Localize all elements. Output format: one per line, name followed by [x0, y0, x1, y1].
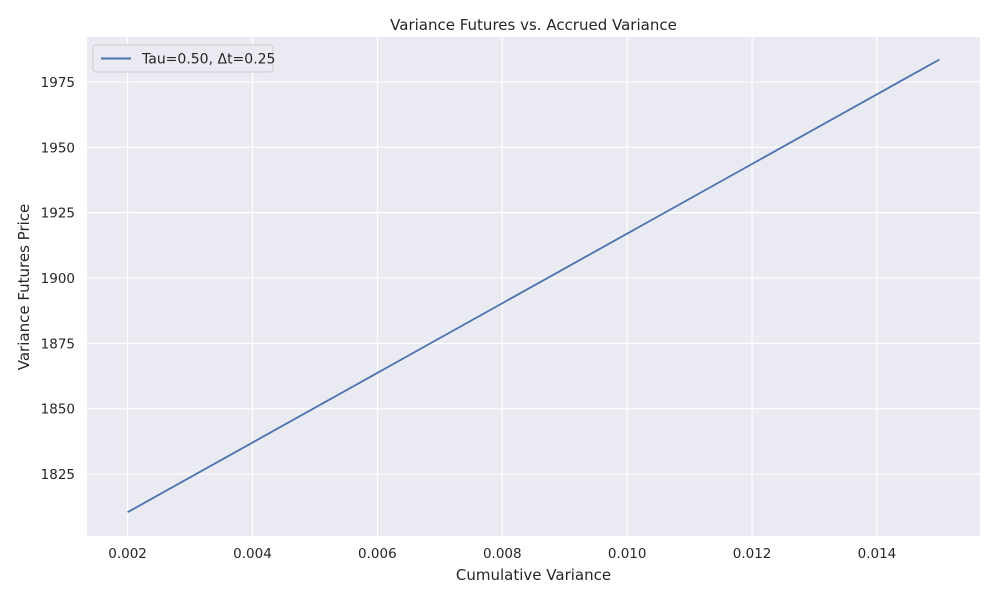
y-tick-label: 1825: [41, 467, 75, 483]
y-tick-label: 1950: [41, 140, 75, 156]
x-tick-label: 0.014: [858, 546, 897, 562]
x-tick-labels: 0.002 0.004 0.006 0.008 0.010 0.012 0.014: [108, 546, 896, 562]
x-tick-label: 0.008: [483, 546, 522, 562]
y-tick-label: 1900: [41, 271, 75, 287]
legend-label: Tau=0.50, Δt=0.25: [141, 52, 275, 68]
grid-lines: [87, 37, 980, 536]
legend-box: [92, 44, 274, 73]
x-tick-label: 0.010: [608, 546, 647, 562]
x-tick-label: 0.012: [733, 546, 772, 562]
series-line: [127, 58, 940, 513]
x-tick-label: 0.002: [108, 546, 147, 562]
x-tick-label: 0.006: [358, 546, 397, 562]
y-tick-labels: 1825 1850 1875 1900 1925 1950 1975: [41, 75, 75, 483]
x-tick-label: 0.004: [233, 546, 272, 562]
series-layer: [127, 58, 940, 513]
legend: Tau=0.50, Δt=0.25: [92, 44, 275, 73]
y-tick-label: 1925: [41, 206, 75, 222]
y-tick-label: 1875: [41, 336, 75, 352]
y-axis-label: Variance Futures Price: [15, 204, 33, 371]
y-tick-label: 1975: [41, 75, 75, 91]
x-axis-label: Cumulative Variance: [456, 566, 611, 584]
y-tick-label: 1850: [41, 402, 75, 418]
chart-title: Variance Futures vs. Accrued Variance: [390, 16, 677, 34]
